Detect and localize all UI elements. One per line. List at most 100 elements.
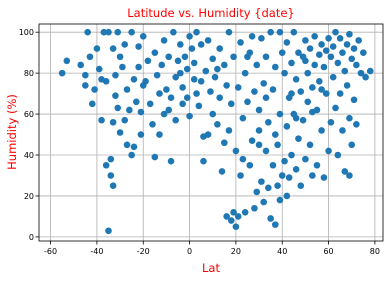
- point: [227, 217, 235, 224]
- point: [126, 106, 133, 114]
- point: [132, 98, 140, 106]
- x-tick-label: 0: [187, 247, 192, 256]
- point: [295, 135, 302, 142]
- point: [165, 53, 173, 61]
- x-tick-label: 60: [323, 247, 333, 256]
- point: [288, 151, 295, 159]
- point: [341, 168, 349, 175]
- point: [248, 137, 256, 144]
- point: [332, 28, 339, 36]
- point: [322, 90, 330, 97]
- point: [278, 172, 286, 179]
- point: [239, 114, 247, 122]
- point: [253, 188, 261, 196]
- point: [116, 53, 124, 61]
- point: [260, 198, 268, 206]
- x-tick-label: 80: [370, 247, 380, 256]
- point: [271, 131, 279, 138]
- point: [267, 215, 274, 222]
- point: [116, 129, 124, 136]
- point: [276, 110, 284, 118]
- point: [334, 59, 342, 67]
- point: [248, 32, 256, 40]
- point: [262, 147, 270, 155]
- point: [163, 86, 170, 93]
- x-tick-label: 40: [277, 247, 287, 256]
- point: [211, 73, 219, 81]
- point: [246, 49, 254, 56]
- point: [353, 61, 360, 69]
- y-tick-label: 20: [24, 192, 34, 201]
- point: [336, 90, 344, 97]
- point: [158, 61, 166, 69]
- point: [186, 112, 193, 120]
- point: [123, 141, 131, 149]
- point: [188, 45, 196, 52]
- point: [306, 45, 314, 52]
- point: [318, 86, 325, 93]
- point: [190, 75, 198, 83]
- point: [237, 39, 244, 46]
- point: [225, 127, 233, 134]
- point: [77, 61, 84, 69]
- point: [318, 41, 325, 48]
- point: [121, 116, 129, 124]
- point: [234, 213, 242, 220]
- point: [218, 168, 226, 175]
- point: [348, 141, 356, 149]
- point: [267, 28, 274, 36]
- point: [177, 69, 184, 77]
- point: [302, 155, 309, 163]
- point: [82, 71, 89, 79]
- point: [313, 161, 321, 169]
- x-tick-label: 20: [231, 247, 241, 256]
- point: [209, 110, 217, 118]
- point: [227, 100, 235, 108]
- point: [318, 127, 325, 134]
- point: [88, 100, 96, 108]
- point: [128, 28, 135, 36]
- point: [121, 41, 129, 48]
- point: [128, 151, 135, 159]
- point: [109, 182, 117, 190]
- point: [100, 28, 108, 36]
- point: [107, 172, 115, 179]
- point: [292, 166, 300, 173]
- plot-frame: [38, 23, 384, 242]
- point: [244, 98, 251, 106]
- point: [253, 61, 261, 69]
- point: [151, 153, 159, 161]
- point: [239, 155, 247, 163]
- point: [197, 41, 205, 48]
- point: [276, 28, 284, 36]
- point: [107, 155, 115, 163]
- point: [241, 209, 249, 216]
- point: [265, 118, 272, 126]
- point: [269, 86, 277, 93]
- x-axis-label: Lat: [202, 261, 220, 275]
- point: [86, 53, 94, 61]
- y-tick-label: 60: [24, 110, 34, 119]
- point: [251, 88, 258, 95]
- point: [82, 82, 89, 89]
- point: [311, 32, 318, 40]
- point: [302, 57, 309, 65]
- point: [246, 161, 254, 169]
- point: [135, 43, 142, 50]
- point: [258, 35, 265, 42]
- point: [204, 131, 212, 138]
- point: [255, 141, 263, 149]
- point: [288, 59, 295, 67]
- point: [292, 114, 300, 122]
- point: [223, 213, 230, 220]
- point: [281, 157, 288, 165]
- point: [353, 121, 360, 128]
- y-tick-label: 40: [24, 151, 34, 160]
- point: [195, 102, 203, 110]
- point: [130, 75, 138, 83]
- point: [105, 28, 112, 36]
- point: [91, 86, 98, 93]
- point: [315, 78, 323, 85]
- point: [98, 116, 105, 124]
- point: [232, 147, 240, 155]
